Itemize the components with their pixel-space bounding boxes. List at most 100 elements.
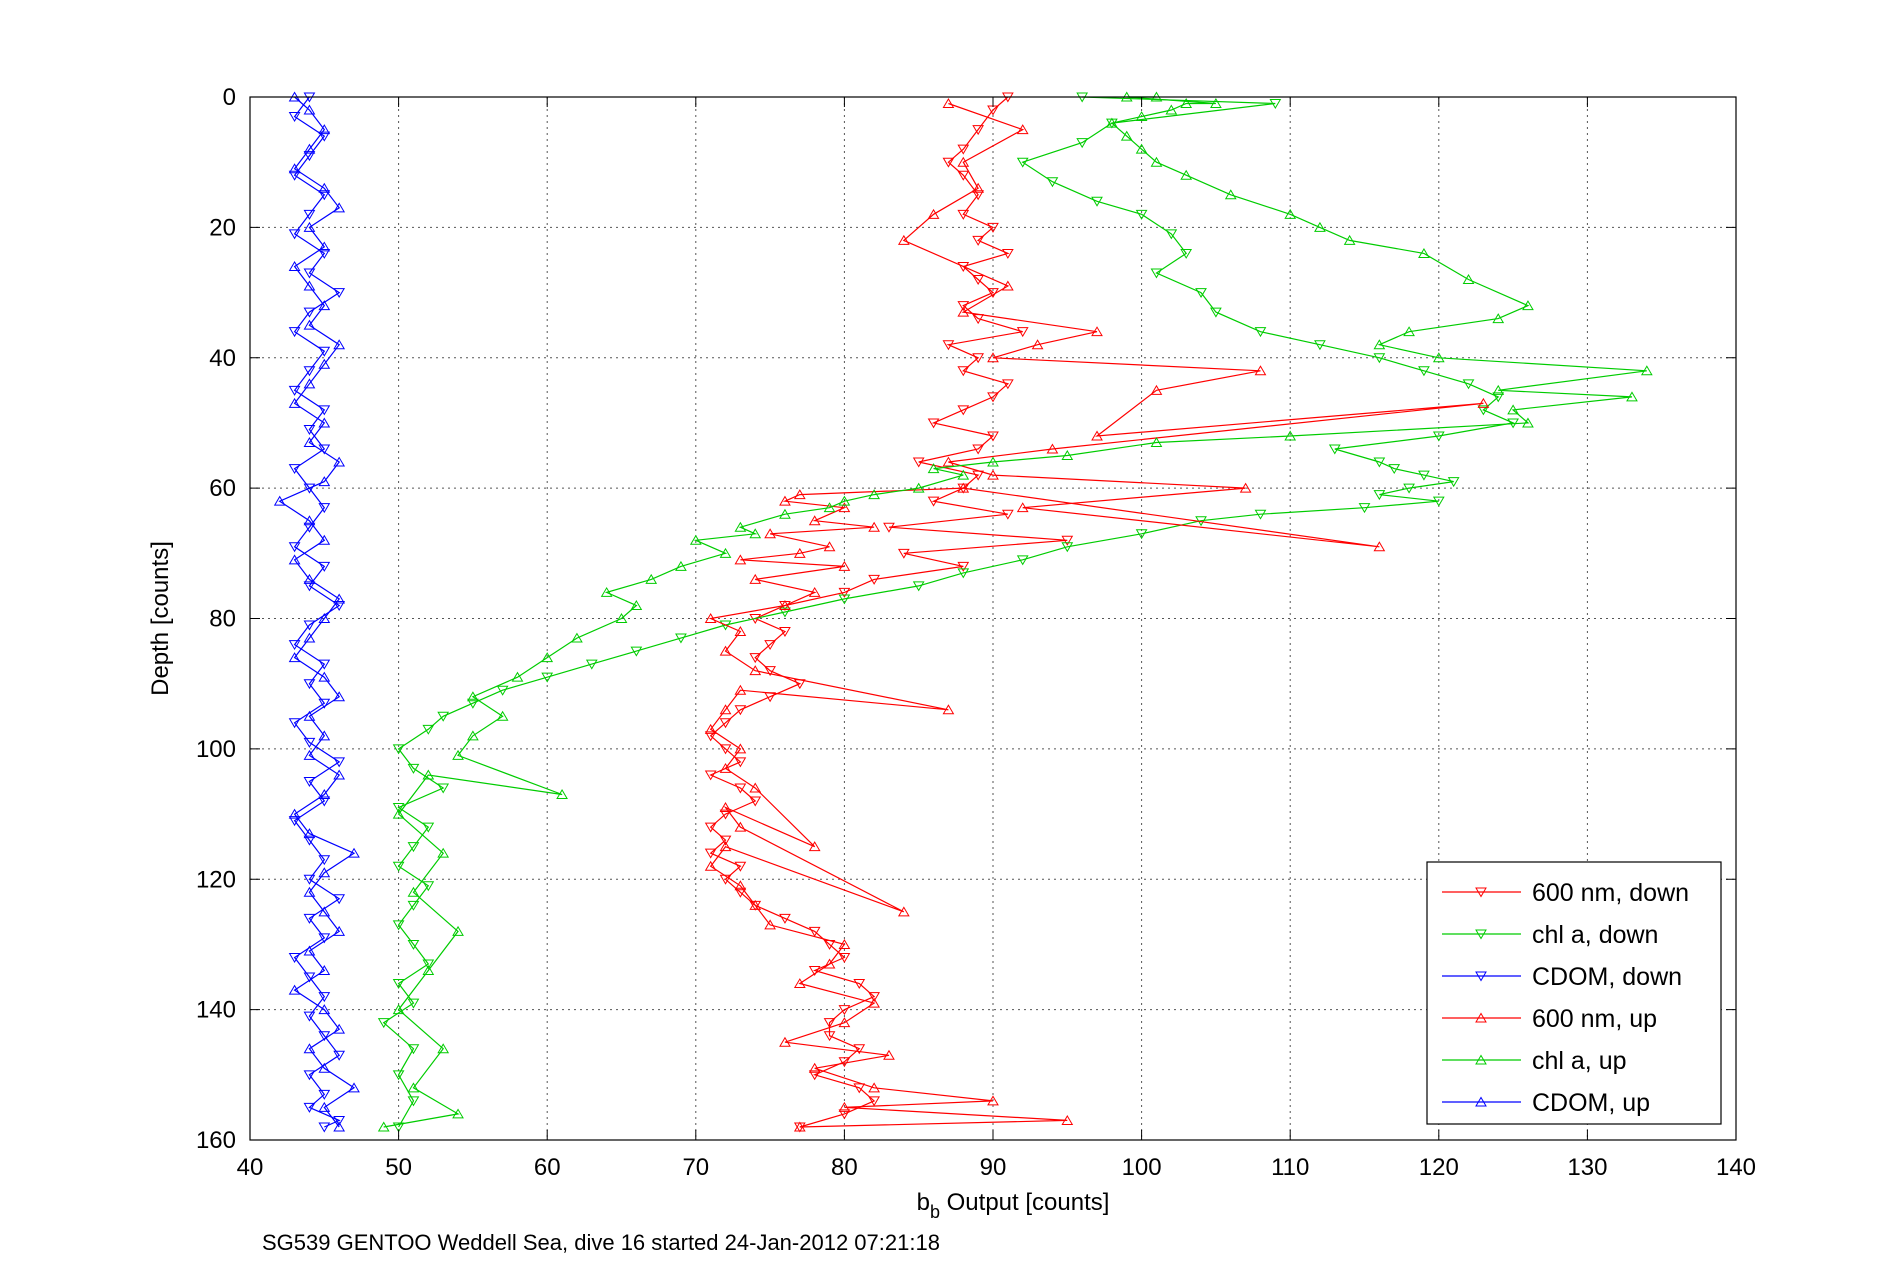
data-point — [987, 392, 999, 403]
data-point — [1120, 130, 1133, 141]
data-point — [615, 613, 628, 623]
x-tick-label: 60 — [534, 1154, 561, 1181]
data-point — [957, 144, 970, 155]
data-point — [303, 522, 316, 533]
data-point — [303, 828, 316, 839]
x-tick-label: 120 — [1419, 1154, 1459, 1181]
data-point — [1091, 326, 1103, 337]
legend-item: chl a, down — [1442, 921, 1658, 949]
data-point — [1418, 470, 1430, 481]
data-point — [407, 939, 420, 950]
data-point — [838, 1101, 851, 1112]
figure-caption: SG539 GENTOO Weddell Sea, dive 16 starte… — [262, 1230, 940, 1255]
legend-item: 600 nm, up — [1442, 1005, 1657, 1033]
legend-box — [1426, 861, 1722, 1125]
data-point — [303, 874, 316, 885]
series-line — [293, 96, 341, 1128]
plot-series — [273, 91, 1653, 1133]
data-point — [333, 925, 346, 936]
data-point — [318, 992, 331, 1003]
data-point — [1106, 117, 1118, 128]
data-point — [719, 809, 732, 820]
data-point — [853, 1083, 866, 1094]
data-point — [511, 671, 524, 682]
data-point — [318, 855, 331, 866]
data-point — [793, 547, 806, 558]
data-point — [719, 802, 732, 813]
data-point — [1150, 437, 1163, 447]
data-point — [1016, 555, 1029, 566]
data-point — [1046, 443, 1059, 454]
data-point — [764, 640, 776, 651]
data-point — [422, 959, 435, 970]
data-point — [288, 718, 301, 729]
data-point — [288, 652, 301, 663]
data-point — [318, 698, 331, 709]
x-tick-label: 130 — [1567, 1154, 1607, 1181]
data-point — [808, 515, 821, 526]
data-point — [1403, 483, 1415, 494]
data-point — [318, 1089, 331, 1100]
data-point — [987, 431, 999, 442]
data-point — [853, 1044, 866, 1055]
data-point — [318, 671, 331, 682]
data-point — [318, 1122, 331, 1133]
data-point — [541, 672, 554, 683]
data-point — [407, 998, 420, 1009]
data-point — [303, 1011, 316, 1022]
data-point — [303, 104, 316, 115]
data-point — [303, 1043, 316, 1054]
data-point — [957, 170, 970, 181]
data-point — [972, 275, 985, 286]
data-point — [348, 1082, 360, 1093]
data-point — [392, 861, 405, 872]
data-point — [719, 704, 732, 715]
data-point — [749, 899, 762, 910]
data-point — [333, 1023, 346, 1034]
legend-marker — [1475, 971, 1487, 982]
data-point — [1432, 431, 1445, 442]
data-point — [318, 1101, 331, 1112]
data-point — [318, 190, 331, 201]
data-point — [1165, 104, 1178, 115]
y-tick-label: 140 — [196, 997, 236, 1024]
data-point — [734, 757, 747, 768]
data-point — [303, 835, 316, 846]
data-point — [303, 307, 316, 318]
data-point — [303, 632, 316, 643]
data-point — [927, 496, 940, 507]
data-point — [1418, 247, 1430, 258]
data-point — [333, 769, 346, 780]
series-line — [383, 96, 1647, 1128]
data-point — [1447, 477, 1460, 488]
data-point — [719, 620, 732, 631]
data-point — [734, 554, 747, 565]
data-point — [1640, 365, 1653, 376]
legend-marker — [1475, 1012, 1487, 1023]
data-point — [333, 202, 346, 213]
data-point — [1016, 327, 1029, 338]
data-point — [318, 503, 331, 514]
data-point — [1091, 430, 1103, 441]
data-point — [972, 182, 985, 193]
data-point — [793, 1121, 806, 1132]
data-point — [303, 437, 316, 447]
data-point — [437, 847, 450, 858]
data-point — [838, 1005, 851, 1016]
data-point — [1626, 391, 1638, 402]
data-point — [1432, 496, 1445, 507]
data-point — [318, 241, 331, 252]
data-point — [942, 157, 955, 168]
data-point — [1373, 353, 1386, 364]
data-point — [318, 613, 331, 623]
data-point — [303, 268, 316, 279]
data-point — [675, 633, 687, 644]
data-point — [1195, 288, 1207, 299]
data-point — [407, 900, 420, 911]
data-point — [808, 1070, 821, 1081]
data-point — [942, 704, 955, 715]
x-tick-label: 90 — [980, 1154, 1007, 1181]
x-tick-label: 140 — [1716, 1154, 1756, 1181]
data-point — [600, 586, 613, 597]
